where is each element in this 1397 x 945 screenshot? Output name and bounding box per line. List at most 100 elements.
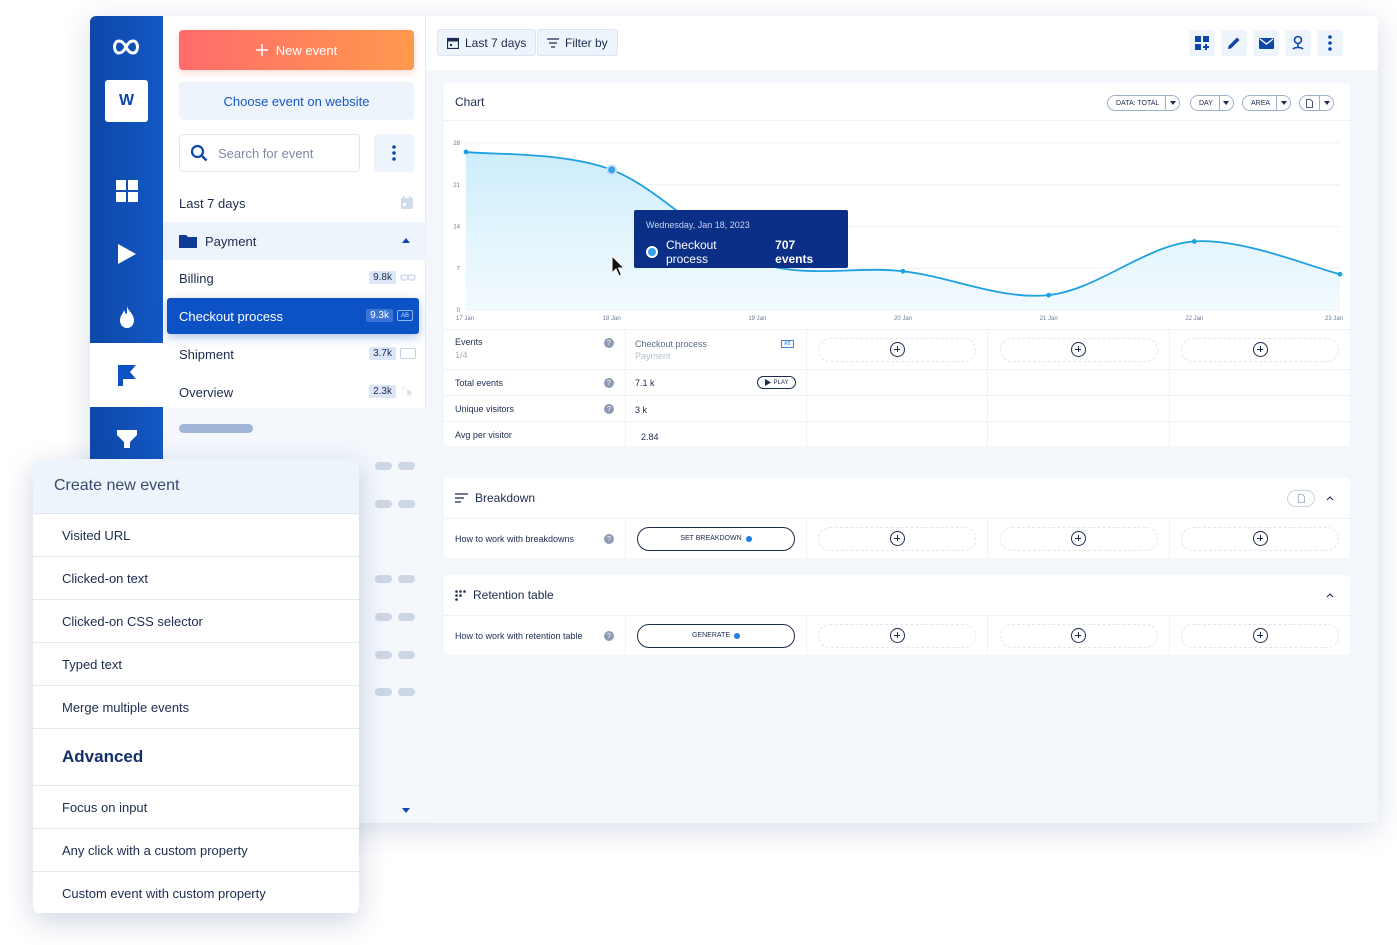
date-range-button[interactable]: Last 7 days: [437, 29, 537, 56]
help-icon[interactable]: ?: [604, 378, 614, 388]
tooltip-value: 707 events: [775, 238, 814, 266]
add-event-column[interactable]: [988, 330, 1170, 369]
data-mode-select[interactable]: DATA: TOTAL: [1107, 95, 1181, 111]
add-retention-column[interactable]: [988, 616, 1170, 655]
add-breakdown-column[interactable]: [807, 519, 988, 558]
funnels-nav-item[interactable]: [90, 407, 163, 471]
tooltip-series: Checkout process: [665, 238, 717, 266]
heatmaps-nav-item[interactable]: [90, 285, 163, 349]
add-breakdown-column[interactable]: [1170, 519, 1350, 558]
table-row: How to work with retention table? GENERA…: [444, 616, 1350, 655]
help-icon[interactable]: ?: [604, 338, 614, 348]
menu-item-visited-url[interactable]: Visited URL: [33, 514, 359, 557]
play-icon: [117, 244, 136, 264]
data-point[interactable]: [606, 164, 618, 176]
workspace-avatar[interactable]: W: [105, 80, 148, 122]
edit-button[interactable]: [1221, 30, 1247, 56]
y-tick-label: 21: [453, 183, 460, 189]
data-point[interactable]: [900, 268, 906, 274]
add-retention-column[interactable]: [1170, 616, 1350, 655]
date-range-row[interactable]: Last 7 days: [179, 192, 414, 214]
event-item-checkout-process[interactable]: Checkout process 9.3k AB: [167, 298, 419, 334]
event-count: 2.3k: [369, 385, 396, 398]
data-point[interactable]: [463, 149, 469, 155]
chevron-down-icon[interactable]: [402, 808, 410, 813]
help-icon[interactable]: ?: [604, 534, 614, 544]
breakdown-help-label[interactable]: How to work with breakdowns: [455, 534, 575, 544]
set-breakdown-button[interactable]: SET BREAKDOWN: [637, 526, 795, 551]
export-breakdown-button[interactable]: [1287, 490, 1315, 507]
event-item-overview[interactable]: Overview 2.3k: [163, 374, 426, 410]
table-row: Events 1/4 ? Checkout process Payment AB: [444, 329, 1350, 369]
data-point[interactable]: [1046, 292, 1052, 298]
x-tick-label: 19 Jan: [748, 316, 766, 322]
generate-button[interactable]: GENERATE: [637, 623, 795, 648]
y-tick-label: 14: [453, 225, 460, 231]
chevron-down-icon: [1165, 96, 1179, 110]
chevron-up-icon[interactable]: [1326, 496, 1334, 501]
new-event-button[interactable]: New event: [179, 30, 414, 70]
folder-collapse-icon[interactable]: [402, 238, 410, 243]
help-icon[interactable]: ?: [604, 404, 614, 414]
add-to-dashboard-button[interactable]: [1189, 30, 1215, 56]
more-options-button[interactable]: [1317, 30, 1343, 56]
event-item-billing[interactable]: Billing 9.8k: [163, 260, 426, 296]
add-breakdown-column[interactable]: [988, 519, 1170, 558]
add-circle-icon: [1071, 628, 1086, 643]
events-nav-item[interactable]: [90, 343, 163, 407]
dashboard-nav-item[interactable]: [90, 159, 163, 223]
choose-event-button[interactable]: Choose event on website: [179, 82, 414, 120]
share-button[interactable]: [1285, 30, 1311, 56]
panel-more-button[interactable]: [374, 134, 414, 172]
event-folder: Payment: [635, 351, 671, 361]
add-event-column[interactable]: [807, 330, 988, 369]
kebab-icon: [392, 145, 396, 161]
data-point[interactable]: [1337, 271, 1343, 277]
menu-item-custom-event[interactable]: Custom event with custom property: [62, 886, 266, 901]
interval-select[interactable]: DAY: [1190, 95, 1234, 111]
chart-type-select[interactable]: AREA: [1242, 95, 1292, 111]
event-label: Checkout process: [179, 308, 284, 324]
retention-help-label[interactable]: How to work with retention table: [455, 631, 583, 641]
folder-label: Payment: [205, 233, 257, 249]
menu-item-css-selector[interactable]: Clicked-on CSS selector: [33, 600, 359, 643]
infinity-logo-icon[interactable]: [110, 36, 142, 58]
placeholder-dashes: [375, 500, 415, 508]
play-button[interactable]: PLAY: [757, 376, 796, 389]
folder-payment[interactable]: Payment: [163, 222, 426, 260]
metrics-table: Events 1/4 ? Checkout process Payment AB…: [444, 329, 1350, 447]
event-item-shipment[interactable]: Shipment 3.7k: [163, 336, 426, 372]
help-icon[interactable]: ?: [604, 631, 614, 641]
calendar-icon: [447, 37, 459, 49]
filter-lines-icon: [547, 37, 559, 48]
add-event-column[interactable]: [1170, 330, 1350, 369]
export-select[interactable]: [1299, 95, 1334, 111]
cursor-click-icon: [402, 386, 413, 397]
breakdown-card: Breakdown How to work with breakdowns? S…: [444, 478, 1350, 558]
menu-item-focus-input[interactable]: Focus on input: [33, 786, 359, 829]
x-tick-label: 20 Jan: [894, 316, 912, 322]
add-circle-icon: [1252, 628, 1268, 643]
menu-item-clicked-text[interactable]: Clicked-on text: [33, 557, 359, 600]
table-row: How to work with breakdowns? SET BREAKDO…: [444, 519, 1350, 558]
add-retention-column[interactable]: [807, 616, 988, 655]
menu-item-typed-text[interactable]: Typed text: [33, 643, 359, 686]
recordings-nav-item[interactable]: [90, 222, 163, 286]
add-circle-icon: [1252, 531, 1268, 546]
filter-label: Filter by: [565, 35, 608, 50]
add-circle-icon: [1252, 342, 1268, 357]
filter-button[interactable]: Filter by: [537, 29, 618, 56]
search-input[interactable]: [218, 145, 348, 161]
menu-item-custom-click[interactable]: Any click with a custom property: [33, 829, 359, 872]
email-report-button[interactable]: [1253, 30, 1279, 56]
calendar-icon[interactable]: [400, 196, 414, 210]
event-column-header: Checkout process Payment AB: [626, 330, 807, 369]
document-icon: [1297, 494, 1305, 503]
data-point[interactable]: [1191, 239, 1197, 244]
series-color-dot: [646, 246, 658, 258]
breakdown-title: Breakdown: [475, 491, 536, 505]
menu-item-merge-events[interactable]: Merge multiple events: [33, 686, 359, 729]
area-chart[interactable]: 17 Jan 18 Jan 19 Jan 20 Jan 21 Jan 22 Jan 23 J…: [444, 121, 1350, 329]
chevron-up-icon[interactable]: [1326, 593, 1334, 598]
flag-icon: [117, 365, 136, 386]
